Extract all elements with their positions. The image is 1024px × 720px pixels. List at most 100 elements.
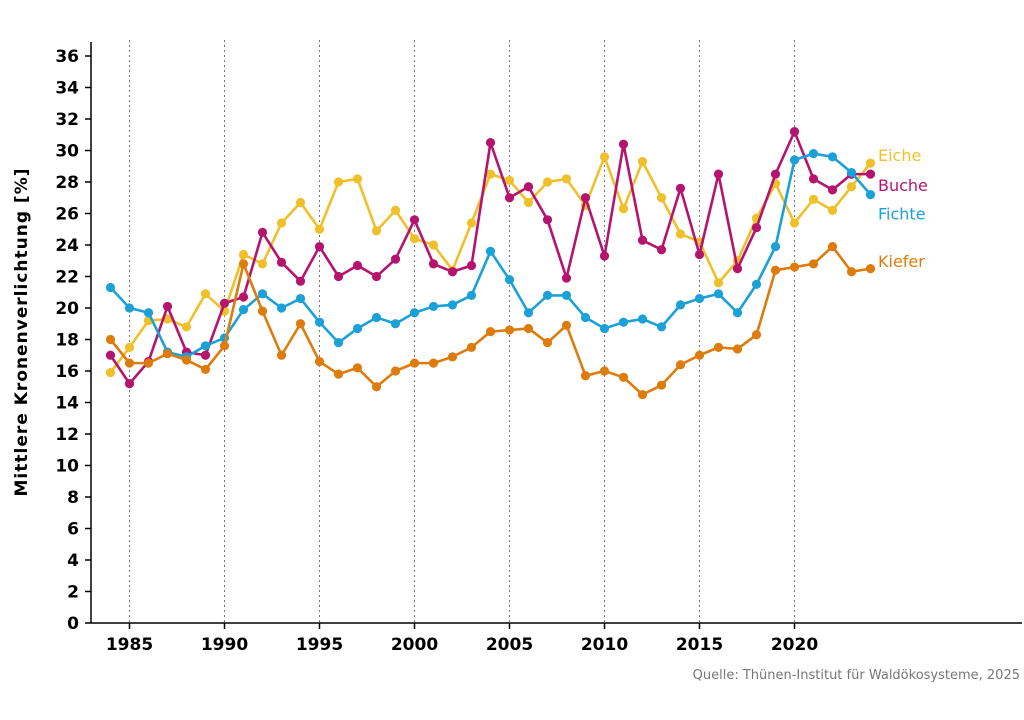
data-point-fichte (561, 290, 572, 300)
data-point-eiche (561, 174, 572, 184)
y-tick-label: 22 (55, 268, 79, 288)
data-point-kiefer (808, 259, 819, 269)
series-fichte (105, 149, 876, 362)
data-point-eiche (789, 218, 800, 228)
series-kiefer (105, 241, 876, 400)
data-point-fichte (675, 300, 686, 310)
data-point-kiefer (276, 350, 287, 360)
data-point-kiefer (485, 327, 496, 337)
data-point-fichte (409, 308, 420, 318)
data-point-fichte (637, 314, 648, 324)
data-point-fichte (124, 303, 135, 313)
x-tick-label: 2020 (771, 635, 818, 655)
data-point-eiche (504, 175, 515, 186)
data-point-fichte (428, 301, 439, 312)
y-tick-label: 6 (67, 520, 79, 540)
y-tick-label: 12 (55, 425, 79, 445)
data-point-fichte (580, 312, 591, 323)
data-point-kiefer (675, 360, 686, 370)
data-point-buche (333, 271, 344, 282)
data-point-fichte (295, 293, 306, 304)
data-point-eiche (314, 224, 325, 234)
data-point-kiefer (713, 342, 724, 352)
data-point-eiche (409, 234, 420, 244)
data-point-eiche (865, 158, 876, 168)
data-point-eiche (599, 152, 610, 162)
data-point-fichte (523, 308, 534, 318)
data-point-eiche (257, 259, 268, 269)
data-point-kiefer (238, 259, 249, 269)
data-point-kiefer (523, 323, 534, 334)
data-point-fichte (827, 152, 838, 162)
data-point-fichte (447, 300, 458, 310)
data-point-eiche (276, 218, 287, 228)
x-tick-label: 1995 (296, 635, 343, 655)
data-point-fichte (694, 293, 705, 304)
y-tick-label: 2 (67, 583, 79, 603)
data-point-buche (713, 169, 724, 179)
data-point-buche (808, 174, 819, 184)
data-point-kiefer (751, 330, 762, 340)
data-point-fichte (371, 312, 382, 323)
legend: Eiche Buche Fichte Kiefer (878, 146, 928, 271)
data-point-fichte (333, 338, 344, 348)
data-point-buche (675, 183, 686, 193)
data-point-eiche (523, 197, 534, 208)
data-point-kiefer (466, 342, 477, 352)
data-point-buche (314, 241, 325, 252)
data-point-buche (371, 271, 382, 282)
data-point-kiefer (865, 264, 876, 274)
data-point-eiche (238, 249, 249, 260)
data-point-fichte (314, 317, 325, 327)
data-point-buche (732, 264, 743, 274)
data-point-buche (561, 273, 572, 283)
data-point-buche (599, 251, 610, 261)
y-tick-label: 20 (55, 299, 79, 319)
data-point-eiche (637, 156, 648, 167)
legend-fichte: Fichte (878, 205, 926, 224)
data-point-kiefer (295, 319, 306, 329)
data-point-eiche (656, 193, 667, 203)
data-point-fichte (656, 322, 667, 332)
data-point-eiche (124, 342, 135, 352)
x-tick-label: 2015 (676, 635, 723, 655)
data-point-buche (865, 169, 876, 179)
data-point-eiche (618, 204, 629, 214)
data-point-fichte (599, 323, 610, 334)
data-point-eiche (827, 205, 838, 215)
series-lines (105, 127, 876, 400)
data-point-buche (428, 259, 439, 269)
data-point-buche (770, 169, 781, 179)
legend-eiche: Eiche (878, 146, 921, 165)
data-point-kiefer (409, 358, 420, 368)
data-point-fichte (276, 303, 287, 313)
data-point-kiefer (371, 382, 382, 392)
x-tick-label: 2005 (486, 635, 533, 655)
data-point-eiche (371, 226, 382, 236)
data-point-buche (105, 350, 116, 360)
data-point-buche (162, 301, 173, 312)
data-point-fichte (238, 304, 249, 315)
x-tick-label: 2000 (391, 635, 438, 655)
data-point-eiche (675, 229, 686, 239)
data-point-kiefer (333, 369, 344, 379)
data-point-eiche (808, 194, 819, 204)
x-axis-ticks: 1985 1990 1995 2000 2005 2010 2015 2020 (106, 623, 818, 655)
data-point-eiche (466, 218, 477, 228)
data-point-kiefer (827, 241, 838, 252)
data-point-kiefer (599, 366, 610, 376)
x-tick-label: 2010 (581, 635, 628, 655)
y-tick-label: 26 (55, 205, 79, 225)
data-point-kiefer (656, 380, 667, 390)
data-point-kiefer (390, 366, 401, 376)
y-tick-label: 10 (55, 457, 79, 477)
data-point-buche (827, 185, 838, 195)
axes (90, 42, 1022, 624)
data-point-buche (580, 193, 591, 203)
data-point-kiefer (770, 265, 781, 275)
data-point-buche (523, 182, 534, 192)
y-tick-label: 0 (67, 614, 79, 634)
data-point-buche (276, 257, 287, 267)
